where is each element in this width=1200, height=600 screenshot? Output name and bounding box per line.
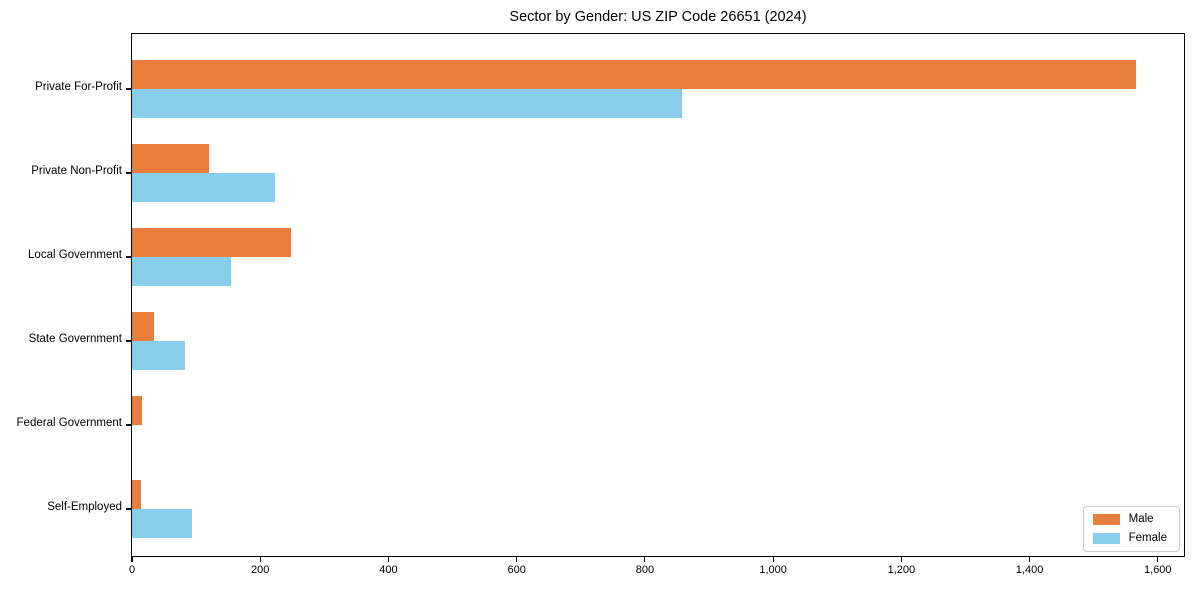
y-axis-tick [126, 340, 131, 342]
y-axis-tick-label-local-government: Local Government [28, 249, 122, 261]
bar-male-private-for-profit [132, 60, 1136, 89]
y-axis-tick [126, 172, 131, 174]
bar-female-self-employed [132, 509, 192, 538]
bar-female-private-non-profit [132, 173, 275, 202]
legend-item-female: Female [1092, 531, 1167, 545]
x-axis-tick [772, 557, 774, 562]
x-axis-tick-label: 400 [379, 564, 398, 576]
x-axis-tick-label: 0 [128, 564, 136, 576]
x-axis-tick [516, 557, 518, 562]
y-axis-tick [126, 424, 131, 426]
x-axis-tick [131, 557, 133, 562]
x-axis-tick-label: 800 [635, 564, 655, 576]
x-axis-tick [259, 557, 261, 562]
x-axis-tick [900, 557, 902, 562]
bar-male-local-government [132, 228, 291, 257]
x-axis-tick-label: 1,200 [887, 564, 916, 576]
legend-swatch-male [1092, 514, 1120, 526]
bar-female-state-government [132, 341, 186, 370]
y-axis-tick [126, 256, 131, 258]
legend: Male Female [1082, 506, 1180, 552]
y-axis-tick-label-state-government: State Government [28, 333, 122, 345]
bar-male-self-employed [132, 480, 141, 509]
y-axis-tick [126, 508, 131, 510]
bar-female-private-for-profit [132, 89, 683, 118]
x-axis-tick [1157, 557, 1159, 562]
bar-male-federal-government [132, 396, 143, 425]
x-axis-tick [644, 557, 646, 562]
y-axis-tick-label-self-employed: Self-Employed [47, 501, 122, 513]
y-axis-tick-label-private-for-profit: Private For-Profit [35, 81, 122, 93]
chart-title: Sector by Gender: US ZIP Code 26651 (202… [509, 9, 807, 25]
x-axis-tick-label: 600 [507, 564, 526, 576]
x-axis-tick [1028, 557, 1031, 562]
bar-female-local-government [132, 257, 231, 286]
bar-male-private-non-profit [132, 144, 209, 173]
legend-swatch-female [1092, 532, 1120, 544]
plot-area: 0 200 400 600 800 1,000 1,200 1,400 1,600 Male F… [126, 33, 1185, 576]
x-axis-tick-label: 200 [251, 564, 270, 576]
y-axis-tick [126, 88, 131, 90]
legend-label-male: Male [1128, 513, 1154, 525]
y-axis-tick-label-federal-government: Federal Government [16, 417, 122, 429]
legend-item-male: Male [1092, 513, 1167, 526]
legend-label-female: Female [1128, 531, 1167, 544]
x-axis-tick [387, 557, 390, 562]
x-axis-tick-label: 1,000 [759, 564, 787, 576]
bar-male-state-government [132, 312, 154, 341]
x-axis-tick-label: 1,600 [1144, 564, 1172, 576]
y-axis-tick-label-private-non-profit: Private Non-Profit [31, 165, 122, 177]
x-axis-tick-label: 1,400 [1015, 564, 1044, 576]
